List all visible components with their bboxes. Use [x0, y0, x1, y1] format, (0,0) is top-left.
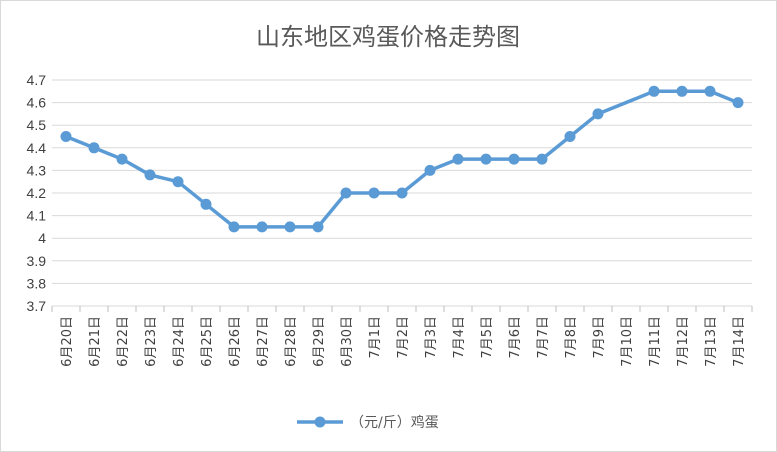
- x-tick-label: 7月10日: [620, 316, 635, 367]
- x-tick-label: 6月23日: [144, 316, 159, 367]
- y-tick-label: 4.5: [27, 117, 47, 133]
- x-tick-label: 7月14日: [732, 316, 747, 367]
- x-tick-label: 6月20日: [60, 316, 75, 367]
- x-tick-label: 7月2日: [396, 316, 411, 359]
- x-tick-label: 7月7日: [536, 316, 551, 359]
- data-point: [116, 153, 128, 165]
- data-point: [732, 97, 744, 109]
- y-tick-label: 3.9: [27, 253, 47, 269]
- data-point: [676, 85, 688, 97]
- chart-title: 山东地区鸡蛋价格走势图: [256, 23, 520, 51]
- x-tick-label: 6月25日: [200, 316, 215, 367]
- y-tick-label: 4.4: [27, 140, 47, 156]
- data-point: [284, 221, 296, 233]
- x-tick-label: 6月24日: [172, 316, 187, 367]
- x-tick-label: 7月8日: [564, 316, 579, 359]
- x-tick-label: 7月11日: [648, 316, 663, 367]
- x-tick-label: 6月28日: [284, 316, 299, 367]
- x-tick-label: 7月6日: [508, 316, 523, 359]
- data-point: [60, 131, 72, 142]
- x-tick-label: 7月9日: [592, 316, 607, 359]
- data-point: [592, 108, 604, 120]
- data-point: [536, 153, 548, 165]
- legend: （元/斤）鸡蛋: [297, 414, 439, 431]
- x-tick-label: 6月22日: [116, 316, 131, 367]
- data-point: [256, 221, 268, 233]
- x-tick-label: 6月29日: [312, 316, 327, 367]
- data-point: [368, 187, 380, 199]
- data-point: [228, 221, 240, 233]
- y-tick-label: 4.7: [27, 72, 47, 88]
- data-point: [704, 85, 716, 97]
- data-point: [312, 221, 324, 233]
- data-point: [144, 169, 156, 181]
- data-point: [648, 85, 660, 97]
- series-line: [65, 89, 739, 229]
- x-tick-label: 6月27日: [256, 316, 271, 367]
- x-tick-label: 7月12日: [676, 316, 691, 367]
- y-tick-label: 4.1: [27, 208, 47, 224]
- y-tick-label: 3.7: [27, 298, 47, 314]
- data-point: [340, 187, 352, 199]
- x-axis: 6月20日 6月21日 6月22日 6月23日 6月24日 6月25日 6月26日 6月27日…: [51, 306, 753, 367]
- y-axis-labels: 3.7 3.8 3.9 4 4.1 4.2 4.3 4.4 4.5 4.6 4.7: [27, 72, 47, 314]
- y-tick-label: 4.2: [27, 185, 47, 201]
- x-tick-label: 6月21日: [88, 316, 103, 367]
- data-point: [452, 153, 464, 165]
- legend-label: （元/斤）鸡蛋: [350, 414, 439, 431]
- data-point: [200, 198, 212, 210]
- x-tick-label: 7月13日: [704, 316, 719, 367]
- data-point: [424, 164, 436, 176]
- data-point: [480, 153, 492, 165]
- y-tick-label: 3.8: [27, 275, 47, 291]
- data-point: [396, 187, 408, 199]
- data-point: [508, 153, 520, 165]
- data-point: [172, 176, 184, 188]
- x-tick-label: 7月4日: [452, 316, 467, 359]
- legend-swatch-marker: [314, 416, 326, 428]
- x-tick-label: 6月30日: [340, 316, 355, 367]
- data-point: [88, 142, 100, 154]
- series-group: [60, 85, 744, 233]
- y-tick-label: 4.6: [27, 95, 47, 111]
- gridlines: [52, 79, 752, 307]
- y-tick-label: 4.3: [27, 162, 47, 178]
- x-tick-label: 7月3日: [424, 316, 439, 359]
- y-tick-label: 4: [38, 230, 46, 246]
- x-tick-label: 7月1日: [368, 316, 383, 359]
- x-tick-label: 7月5日: [480, 316, 495, 359]
- data-point: [564, 131, 576, 142]
- x-tick-label: 6月26日: [228, 316, 243, 367]
